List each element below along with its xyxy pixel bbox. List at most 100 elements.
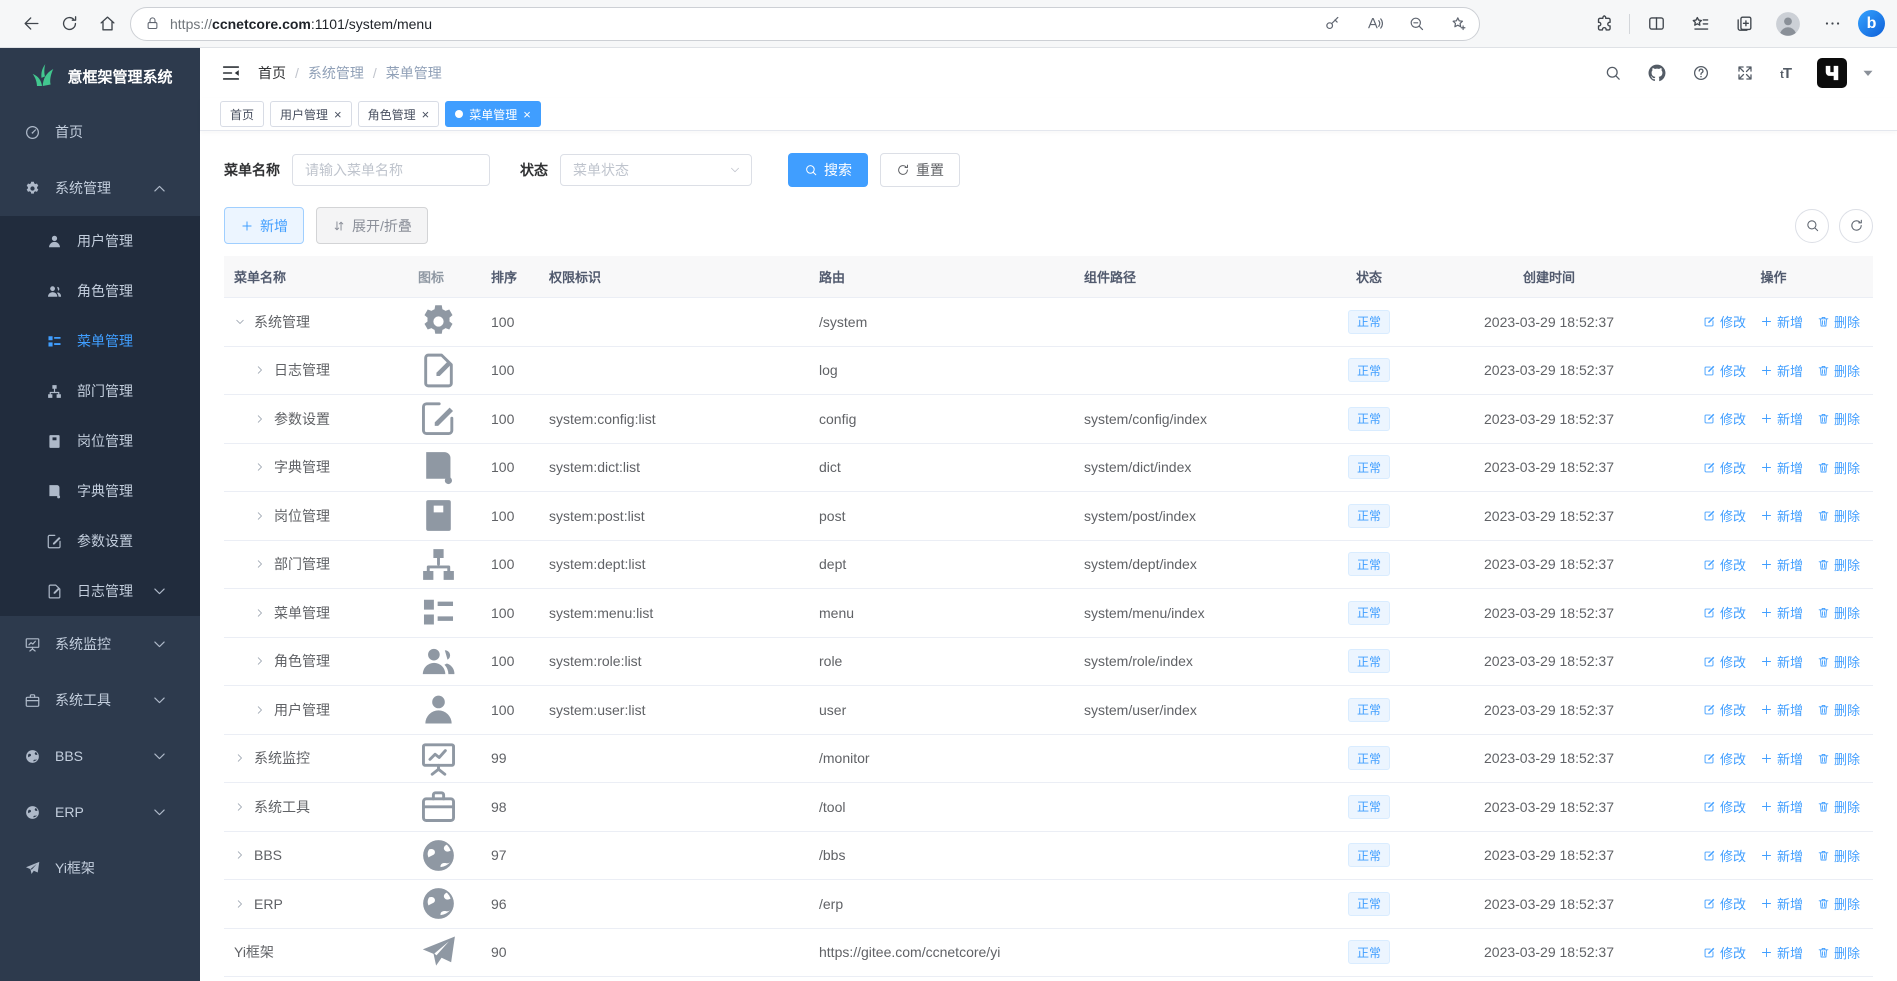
sidebar-item-BBS[interactable]: BBS bbox=[0, 728, 200, 784]
op-删除-link[interactable]: 删除 bbox=[1817, 555, 1860, 574]
op-删除-link[interactable]: 删除 bbox=[1817, 846, 1860, 865]
op-新增-link[interactable]: 新增 bbox=[1760, 943, 1803, 962]
row-expand-chevron-right-icon[interactable] bbox=[254, 655, 266, 667]
tab-角色管理[interactable]: 角色管理 × bbox=[357, 101, 440, 127]
favorites-button[interactable] bbox=[1682, 6, 1718, 42]
sidebar-item-用户管理[interactable]: 用户管理 bbox=[0, 216, 200, 266]
sidebar-item-系统监控[interactable]: 系统监控 bbox=[0, 616, 200, 672]
op-新增-link[interactable]: 新增 bbox=[1760, 409, 1803, 428]
collections-button[interactable] bbox=[1726, 6, 1762, 42]
row-expand-chevron-right-icon[interactable] bbox=[234, 849, 246, 861]
password-key-button[interactable] bbox=[1317, 9, 1347, 39]
user-avatar[interactable] bbox=[1817, 58, 1847, 88]
row-expand-chevron-right-icon[interactable] bbox=[234, 801, 246, 813]
op-新增-link[interactable]: 新增 bbox=[1760, 797, 1803, 816]
op-删除-link[interactable]: 删除 bbox=[1817, 700, 1860, 719]
row-expand-chevron-right-icon[interactable] bbox=[234, 898, 246, 910]
op-修改-link[interactable]: 修改 bbox=[1703, 943, 1746, 962]
op-修改-link[interactable]: 修改 bbox=[1703, 458, 1746, 477]
collapse-sidebar-icon[interactable] bbox=[220, 62, 242, 84]
op-删除-link[interactable]: 删除 bbox=[1817, 603, 1860, 622]
op-修改-link[interactable]: 修改 bbox=[1703, 846, 1746, 865]
row-expand-chevron-right-icon[interactable] bbox=[254, 558, 266, 570]
row-expand-chevron-right-icon[interactable] bbox=[254, 510, 266, 522]
row-expand-chevron-right-icon[interactable] bbox=[254, 413, 266, 425]
op-新增-link[interactable]: 新增 bbox=[1760, 458, 1803, 477]
op-新增-link[interactable]: 新增 bbox=[1760, 506, 1803, 525]
split-screen-button[interactable] bbox=[1638, 6, 1674, 42]
op-新增-link[interactable]: 新增 bbox=[1760, 603, 1803, 622]
op-修改-link[interactable]: 修改 bbox=[1703, 409, 1746, 428]
sidebar-item-角色管理[interactable]: 角色管理 bbox=[0, 266, 200, 316]
profile-button[interactable] bbox=[1770, 6, 1806, 42]
op-修改-link[interactable]: 修改 bbox=[1703, 797, 1746, 816]
op-修改-link[interactable]: 修改 bbox=[1703, 749, 1746, 768]
breadcrumb-item[interactable]: 菜单管理 bbox=[385, 65, 442, 81]
op-新增-link[interactable]: 新增 bbox=[1760, 361, 1803, 380]
status-select[interactable]: 菜单状态 bbox=[560, 154, 752, 186]
op-删除-link[interactable]: 删除 bbox=[1817, 943, 1860, 962]
row-expand-chevron-right-icon[interactable] bbox=[254, 704, 266, 716]
tab-菜单管理[interactable]: 菜单管理 × bbox=[445, 101, 541, 127]
zoom-out-button[interactable] bbox=[1401, 9, 1431, 39]
row-expand-chevron-down-icon[interactable] bbox=[234, 316, 246, 328]
tab-首页[interactable]: 首页 bbox=[220, 101, 265, 127]
reset-button[interactable]: 重置 bbox=[880, 153, 960, 187]
browser-refresh-button[interactable] bbox=[50, 6, 88, 42]
op-删除-link[interactable]: 删除 bbox=[1817, 652, 1860, 671]
op-删除-link[interactable]: 删除 bbox=[1817, 361, 1860, 380]
op-新增-link[interactable]: 新增 bbox=[1760, 894, 1803, 913]
tab-用户管理[interactable]: 用户管理 × bbox=[270, 101, 352, 127]
op-修改-link[interactable]: 修改 bbox=[1703, 506, 1746, 525]
read-aloud-button[interactable] bbox=[1359, 9, 1389, 39]
op-删除-link[interactable]: 删除 bbox=[1817, 312, 1860, 331]
tab-close-icon[interactable]: × bbox=[523, 106, 531, 122]
extensions-button[interactable] bbox=[1585, 6, 1621, 42]
tab-close-icon[interactable]: × bbox=[334, 106, 342, 122]
browser-back-button[interactable] bbox=[12, 6, 50, 42]
help-icon[interactable] bbox=[1692, 64, 1710, 82]
op-修改-link[interactable]: 修改 bbox=[1703, 555, 1746, 574]
github-icon[interactable] bbox=[1648, 64, 1666, 82]
op-修改-link[interactable]: 修改 bbox=[1703, 603, 1746, 622]
sidebar-item-参数设置[interactable]: 参数设置 bbox=[0, 516, 200, 566]
op-新增-link[interactable]: 新增 bbox=[1760, 312, 1803, 331]
caret-down-icon[interactable] bbox=[1859, 64, 1877, 82]
search-button[interactable]: 搜索 bbox=[788, 153, 868, 187]
breadcrumb-item[interactable]: 首页 bbox=[258, 65, 286, 81]
expand-collapse-button[interactable]: 展开/折叠 bbox=[316, 207, 428, 244]
sidebar-item-Yi框架[interactable]: Yi框架 bbox=[0, 840, 200, 896]
op-删除-link[interactable]: 删除 bbox=[1817, 894, 1860, 913]
sidebar-item-岗位管理[interactable]: 岗位管理 bbox=[0, 416, 200, 466]
fullscreen-icon[interactable] bbox=[1736, 64, 1754, 82]
sidebar-item-日志管理[interactable]: 日志管理 bbox=[0, 566, 200, 616]
op-修改-link[interactable]: 修改 bbox=[1703, 894, 1746, 913]
row-expand-chevron-right-icon[interactable] bbox=[254, 607, 266, 619]
browser-home-button[interactable] bbox=[88, 6, 126, 42]
op-新增-link[interactable]: 新增 bbox=[1760, 555, 1803, 574]
browser-menu-button[interactable] bbox=[1814, 6, 1850, 42]
op-修改-link[interactable]: 修改 bbox=[1703, 700, 1746, 719]
url-text[interactable]: https://ccnetcore.com:1101/system/menu bbox=[170, 15, 432, 32]
font-size-icon[interactable]: tT bbox=[1780, 64, 1792, 82]
sidebar-item-部门管理[interactable]: 部门管理 bbox=[0, 366, 200, 416]
op-修改-link[interactable]: 修改 bbox=[1703, 312, 1746, 331]
op-删除-link[interactable]: 删除 bbox=[1817, 797, 1860, 816]
address-bar[interactable]: https://ccnetcore.com:1101/system/menu bbox=[130, 6, 1480, 41]
add-button[interactable]: 新增 bbox=[224, 207, 304, 244]
sidebar-item-ERP[interactable]: ERP bbox=[0, 784, 200, 840]
sidebar-item-系统工具[interactable]: 系统工具 bbox=[0, 672, 200, 728]
sidebar-item-字典管理[interactable]: 字典管理 bbox=[0, 466, 200, 516]
op-新增-link[interactable]: 新增 bbox=[1760, 652, 1803, 671]
op-新增-link[interactable]: 新增 bbox=[1760, 700, 1803, 719]
favorite-add-button[interactable] bbox=[1443, 9, 1473, 39]
search-icon[interactable] bbox=[1604, 64, 1622, 82]
op-删除-link[interactable]: 删除 bbox=[1817, 749, 1860, 768]
op-修改-link[interactable]: 修改 bbox=[1703, 361, 1746, 380]
breadcrumb-item[interactable]: 系统管理 bbox=[307, 65, 364, 81]
row-expand-chevron-right-icon[interactable] bbox=[254, 364, 266, 376]
op-新增-link[interactable]: 新增 bbox=[1760, 749, 1803, 768]
op-新增-link[interactable]: 新增 bbox=[1760, 846, 1803, 865]
menu-name-input[interactable] bbox=[292, 154, 490, 186]
sidebar-item-系统管理[interactable]: 系统管理 bbox=[0, 160, 200, 216]
